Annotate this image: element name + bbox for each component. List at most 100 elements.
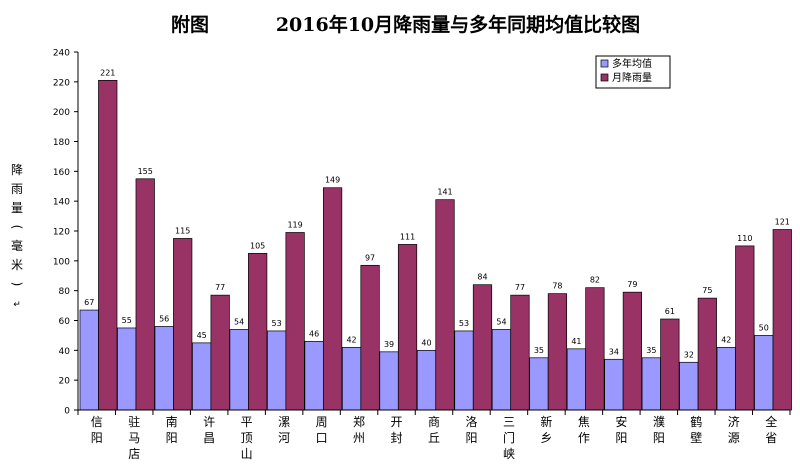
bar-rainfall bbox=[173, 238, 193, 411]
legend-label: 多年均值 bbox=[612, 57, 652, 70]
x-tick-label: 南阳 bbox=[166, 414, 178, 445]
y-axis-label-char: 量 bbox=[11, 201, 23, 215]
x-tick-label-char: 安 bbox=[615, 414, 627, 429]
bar-value-label: 35 bbox=[646, 346, 656, 355]
x-tick-label-char: 作 bbox=[578, 431, 590, 445]
bar-average bbox=[341, 347, 362, 411]
x-tick-label-char: 阳 bbox=[91, 431, 103, 445]
legend-swatch bbox=[600, 73, 609, 82]
bar-value-label: 67 bbox=[84, 298, 94, 307]
bar-value-label: 53 bbox=[459, 319, 469, 328]
y-tick-label: 120 bbox=[53, 228, 70, 238]
x-tick-label-char: 峡 bbox=[503, 447, 515, 461]
x-tick-label-char: 封 bbox=[391, 431, 403, 445]
x-tick-label-char: 顶 bbox=[241, 431, 253, 445]
x-tick-label-char: 三 bbox=[503, 415, 515, 429]
bar-value-label: 82 bbox=[590, 276, 600, 285]
bar-rainfall bbox=[435, 199, 455, 411]
bar-rainfall bbox=[735, 245, 755, 411]
x-tick-label-char: 濮 bbox=[653, 414, 665, 429]
x-tick-label-char: 乡 bbox=[540, 431, 552, 445]
legend-swatch bbox=[600, 59, 609, 68]
x-tick-label: 焦作 bbox=[578, 415, 590, 445]
y-tick-label: 240 bbox=[53, 49, 70, 59]
bar-value-label: 61 bbox=[665, 307, 675, 316]
bar-value-label: 221 bbox=[100, 68, 115, 77]
x-tick-label: 周口 bbox=[316, 415, 328, 445]
bar-average bbox=[304, 341, 324, 411]
x-tick-label-char: 平 bbox=[241, 415, 253, 429]
x-tick-label-char: 阳 bbox=[615, 431, 627, 445]
x-tick-label: 漯河 bbox=[278, 415, 290, 445]
bar-average bbox=[79, 309, 99, 411]
x-tick-label-char: 新 bbox=[540, 414, 552, 429]
bar-value-label: 54 bbox=[496, 317, 506, 326]
y-axis: 0 20 40 60 80 100 120 140 160 180 200 220 240 bbox=[53, 49, 79, 417]
x-axis: 信阳驻马店南阳许昌平顶山漯河周口郑州开封商丘洛阳三门峡新乡焦作安阳濮阳鹤壁济源全… bbox=[77, 409, 791, 461]
bar-value-label: 155 bbox=[138, 167, 153, 176]
y-tick-label: 80 bbox=[59, 287, 71, 297]
x-tick-label: 郑州 bbox=[353, 414, 365, 445]
x-tick-label-char: 壁 bbox=[690, 430, 702, 445]
bar-value-label: 77 bbox=[515, 283, 525, 292]
x-tick-label-char: 州 bbox=[353, 431, 365, 445]
bar-value-label: 50 bbox=[759, 323, 769, 332]
title-prefix: 附图 bbox=[171, 13, 209, 36]
bar-rainfall bbox=[98, 79, 118, 411]
bar-value-label: 34 bbox=[609, 347, 619, 356]
bar-value-label: 32 bbox=[684, 350, 694, 359]
bar-value-label: 115 bbox=[175, 226, 190, 235]
x-tick-label-char: 昌 bbox=[203, 431, 215, 445]
y-axis-label-char: ) bbox=[10, 282, 24, 287]
bar-average bbox=[491, 329, 512, 411]
x-tick-label: 鹤壁 bbox=[690, 414, 702, 445]
x-tick-label-char: 许 bbox=[203, 415, 215, 429]
x-tick-label: 许昌 bbox=[203, 415, 215, 445]
bar-value-label: 56 bbox=[159, 314, 169, 323]
bar-rainfall bbox=[660, 318, 680, 411]
bar-rainfall bbox=[360, 264, 380, 411]
x-tick-label-char: 南 bbox=[166, 414, 178, 429]
bar-rainfall bbox=[248, 253, 268, 411]
bar-average bbox=[416, 349, 437, 411]
x-tick-label: 新乡 bbox=[540, 414, 552, 445]
x-tick-label-char: 阳 bbox=[465, 431, 477, 445]
x-tick-label: 洛阳 bbox=[465, 414, 477, 445]
y-tick-label: 20 bbox=[59, 377, 71, 387]
x-tick-label-char: 山 bbox=[241, 447, 253, 461]
y-axis-label-char: 毫 bbox=[11, 238, 23, 253]
bar-value-label: 42 bbox=[346, 335, 356, 344]
x-tick-label-char: 店 bbox=[128, 447, 140, 461]
legend-box bbox=[595, 55, 671, 89]
y-tick-label: 200 bbox=[53, 108, 70, 118]
y-tick-label: 0 bbox=[64, 407, 70, 417]
bar-value-label: 42 bbox=[721, 335, 731, 344]
x-tick-label-char: 济 bbox=[728, 414, 740, 429]
bar-value-label: 110 bbox=[737, 234, 752, 243]
bar-rainfall bbox=[322, 187, 343, 411]
x-tick-label-char: 鹤 bbox=[690, 414, 702, 429]
x-tick-label-char: 漯 bbox=[278, 415, 290, 429]
bar-rainfall bbox=[585, 287, 605, 411]
x-tick-label: 全省 bbox=[765, 414, 777, 445]
x-tick-label: 商丘 bbox=[428, 414, 440, 445]
x-tick-label-char: 驻 bbox=[128, 414, 140, 429]
bar-average bbox=[154, 326, 174, 411]
bar-average bbox=[679, 361, 699, 411]
x-tick-label-char: 丘 bbox=[428, 431, 440, 445]
bar-value-label: 53 bbox=[272, 319, 282, 328]
x-tick-label-char: 省 bbox=[765, 431, 777, 445]
chart-title: 附图 2016年10月降雨量与多年同期均值比较图 bbox=[171, 13, 640, 36]
x-tick-label-char: 门 bbox=[503, 430, 515, 445]
x-tick-label-char: 阳 bbox=[653, 431, 665, 445]
x-tick-label-char: 马 bbox=[128, 431, 140, 445]
bar-rainfall bbox=[547, 293, 568, 411]
bar-value-label: 46 bbox=[309, 329, 319, 338]
x-tick-label-char: 全 bbox=[765, 414, 777, 429]
bar-value-label: 35 bbox=[534, 346, 544, 355]
y-tick-label: 60 bbox=[59, 317, 71, 327]
bar-value-label: 41 bbox=[571, 337, 581, 346]
bar-rainfall bbox=[210, 294, 230, 411]
bar-value-label: 78 bbox=[552, 282, 562, 291]
